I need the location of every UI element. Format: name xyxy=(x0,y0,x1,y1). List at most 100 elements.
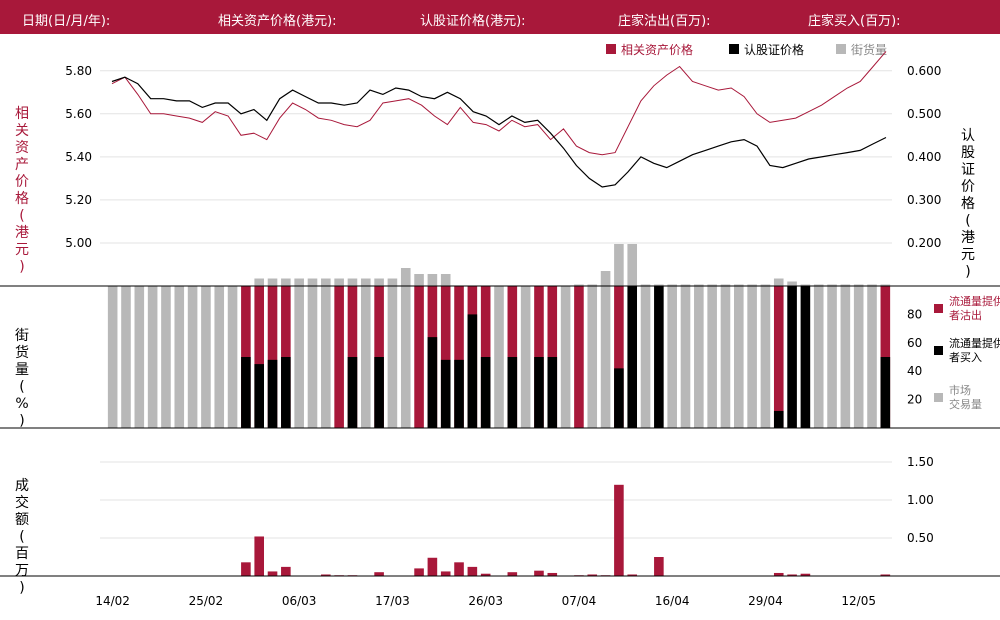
header-bar: 日期(日/月/年): 相关资产价格(港元): 认股证价格(港元): 庄家沽出(百… xyxy=(0,0,1000,34)
outstanding-top-bar xyxy=(720,284,731,286)
volume-bar xyxy=(267,571,278,576)
right-tick-label: 0.400 xyxy=(907,150,941,164)
outstanding-top-bar xyxy=(321,278,331,286)
x-tick-label: 25/02 xyxy=(189,594,224,608)
outstanding-top-bar xyxy=(614,244,624,286)
outstanding-bar xyxy=(574,286,584,428)
outstanding-buy-bar xyxy=(534,357,544,428)
outstanding-top-bar xyxy=(574,284,584,286)
outstanding-top-bar xyxy=(840,284,851,286)
outstanding-top-bar xyxy=(707,284,717,286)
volume-bar xyxy=(281,566,291,576)
outstanding-bar xyxy=(107,286,118,428)
legend-swatch-0 xyxy=(606,44,616,54)
outstanding-bar xyxy=(201,286,211,428)
outstanding-bar xyxy=(827,286,837,428)
outstanding-bar xyxy=(214,286,225,428)
outstanding-buy-bar xyxy=(427,337,438,428)
outstanding-bar xyxy=(147,286,158,428)
outstanding-bar xyxy=(560,286,571,428)
volume-tick-label: 1.00 xyxy=(907,493,934,507)
outstanding-bar xyxy=(121,286,131,428)
axis-title: 成交额(百万) xyxy=(15,478,29,596)
x-tick-label: 07/04 xyxy=(562,594,597,608)
outstanding-tick-label: 20 xyxy=(907,393,922,407)
outstanding-tick-label: 80 xyxy=(907,307,922,321)
x-tick-label: 26/03 xyxy=(468,594,503,608)
outstanding-legend-label-1: 流通量提供者买入 xyxy=(949,336,1000,364)
outstanding-bar xyxy=(747,286,757,428)
volume-bar xyxy=(454,562,464,576)
outstanding-bar xyxy=(707,286,717,428)
outstanding-legend-swatch-0 xyxy=(934,304,943,313)
outstanding-buy-bar xyxy=(467,314,478,428)
outstanding-bar xyxy=(414,286,424,428)
right-tick-label: 0.500 xyxy=(907,107,941,121)
outstanding-top-bar xyxy=(800,284,811,286)
legend-label-1: 认股证价格 xyxy=(744,42,804,57)
outstanding-bar xyxy=(454,286,464,428)
outstanding-top-bar xyxy=(813,284,824,286)
outstanding-bar xyxy=(867,286,877,428)
outstanding-bar xyxy=(520,286,531,428)
outstanding-tick-label: 40 xyxy=(907,364,922,378)
volume-bar xyxy=(480,573,491,576)
outstanding-buy-bar xyxy=(454,359,464,428)
outstanding-bar xyxy=(773,286,784,428)
volume-bar xyxy=(627,574,638,576)
outstanding-bar xyxy=(360,286,371,428)
outstanding-legend-swatch-1 xyxy=(934,346,943,355)
panel-axes xyxy=(0,285,1000,577)
outstanding-top-bar xyxy=(440,274,451,286)
outstanding-bar xyxy=(840,286,851,428)
underlying-price-label: 相关资产价格(港元): xyxy=(218,14,337,29)
outstanding-bar xyxy=(640,286,651,428)
outstanding-bar xyxy=(174,286,185,428)
outstanding-buy-bar xyxy=(614,368,624,428)
outstanding-top-bar xyxy=(587,284,598,286)
outstanding-bar xyxy=(307,286,318,428)
volume-bar xyxy=(787,574,797,576)
outstanding-top-bar xyxy=(853,284,864,286)
outstanding-top-bar xyxy=(387,278,398,286)
left-tick-label: 5.60 xyxy=(65,107,92,121)
outstanding-bar xyxy=(134,286,145,428)
right-tick-label: 0.600 xyxy=(907,64,941,78)
outstanding-top-bar xyxy=(867,284,877,286)
outstanding-buy-bar xyxy=(281,357,291,428)
outstanding-bar xyxy=(694,286,704,428)
warrant-price-label: 认股证价格(港元): xyxy=(420,14,526,29)
outstanding-bar xyxy=(654,286,664,428)
volume-bar xyxy=(427,557,438,576)
price-series-line-1 xyxy=(111,76,887,188)
outstanding-bar xyxy=(334,286,344,428)
outstanding-top-bar xyxy=(400,268,411,286)
volume-bar xyxy=(654,557,664,576)
left-tick-label: 5.40 xyxy=(65,150,92,164)
outstanding-top-bar xyxy=(827,284,837,286)
outstanding-top-bar xyxy=(267,278,278,286)
outstanding-top-bar xyxy=(600,271,611,286)
outstanding-top-bar xyxy=(627,244,638,286)
outstanding-buy-bar xyxy=(547,357,558,428)
outstanding-top-bar xyxy=(640,284,651,286)
mm-buy-label: 庄家买入(百万): xyxy=(808,14,901,29)
axis-title: 街货量(%) xyxy=(15,328,29,429)
outstanding-legend-swatch-2 xyxy=(934,393,943,402)
volume-bar xyxy=(587,574,598,576)
volume-bar xyxy=(880,574,891,576)
outstanding-bars xyxy=(107,286,891,428)
outstanding-bar xyxy=(680,286,691,428)
outstanding-bar xyxy=(813,286,824,428)
volume-bar xyxy=(440,571,451,576)
outstanding-bar xyxy=(587,286,598,428)
outstanding-bar xyxy=(787,286,797,428)
outstanding-buy-bar xyxy=(773,410,784,428)
volume-bar xyxy=(254,536,264,576)
legend-label-0: 相关资产价格 xyxy=(621,42,693,57)
volume-bars xyxy=(100,461,892,576)
outstanding-bar xyxy=(161,286,171,428)
outstanding-bar xyxy=(494,286,504,428)
